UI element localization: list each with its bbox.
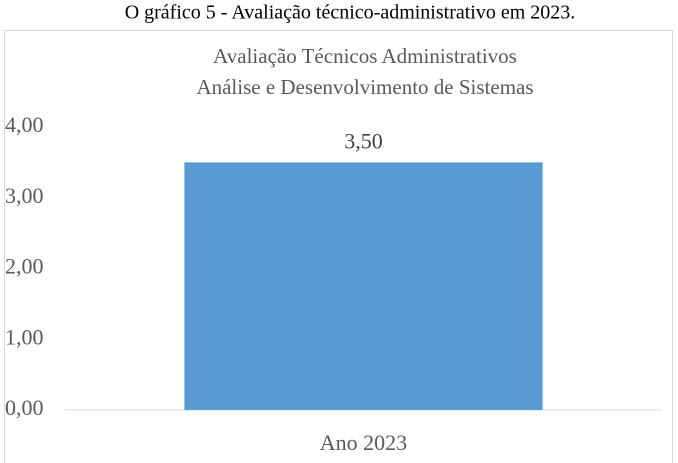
chart-title: Avaliação Técnicos Administrativos xyxy=(213,44,517,68)
chart-subtitle: Análise e Desenvolvimento de Sistemas xyxy=(196,75,533,99)
y-tick-label: 4,00 xyxy=(5,112,44,137)
y-tick-label: 1,00 xyxy=(5,324,44,349)
caption: O gráfico 5 - Avaliação técnico-administ… xyxy=(125,2,576,24)
y-tick-label: 3,00 xyxy=(5,183,44,208)
y-tick-label: 0,00 xyxy=(5,395,44,420)
chart-frame xyxy=(4,30,673,463)
x-tick-label: Ano 2023 xyxy=(320,430,407,455)
y-tick-label: 2,00 xyxy=(5,254,44,279)
bar xyxy=(184,162,543,410)
data-label: 3,50 xyxy=(344,128,383,153)
